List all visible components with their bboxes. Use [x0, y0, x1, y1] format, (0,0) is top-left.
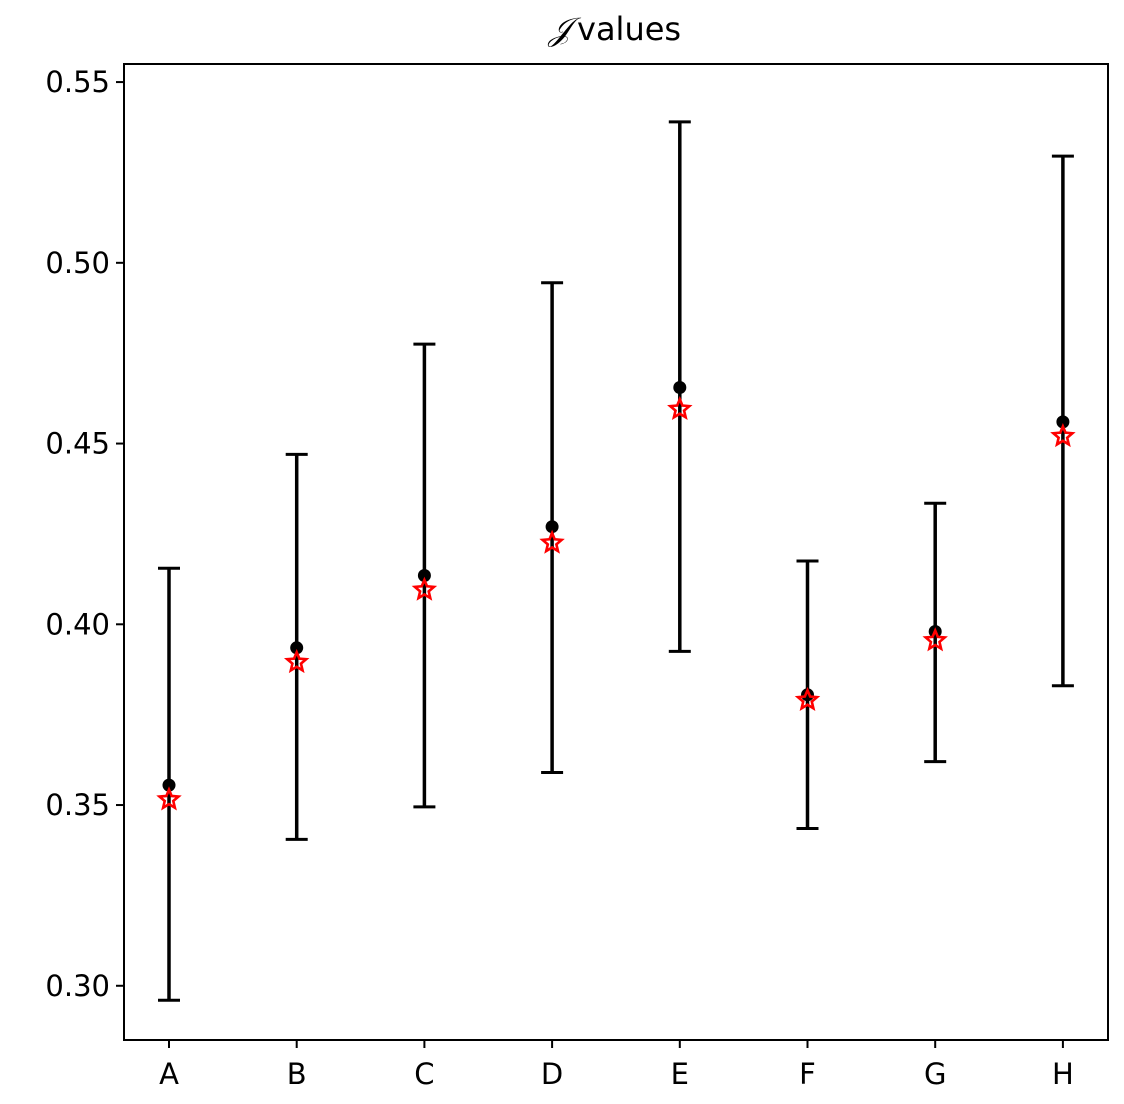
- x-tick-label: B: [287, 1057, 307, 1091]
- star-point: [283, 648, 310, 674]
- mean-point: [673, 381, 687, 395]
- y-tick-label: 0.45: [45, 427, 110, 461]
- y-tick-label: 0.35: [45, 788, 110, 822]
- plot-layer: 0.30 0.35 0.40 0.45 0.50 0.55 A B C D E F G H: [45, 65, 1076, 1091]
- mean-point: [801, 688, 814, 702]
- y-tick-label: 0.55: [45, 65, 110, 99]
- x-tick-label: C: [414, 1057, 434, 1091]
- title-text: values: [577, 10, 681, 48]
- y-tick-label: 0.50: [45, 246, 110, 280]
- star-point: [1050, 422, 1076, 448]
- mean-point: [417, 568, 431, 582]
- star-point: [539, 529, 565, 554]
- star-point: [667, 395, 693, 421]
- x-tick-label: E: [671, 1057, 689, 1091]
- x-tick-label: F: [799, 1057, 816, 1091]
- star-point: [411, 576, 438, 601]
- plot-frame: [123, 63, 1109, 1041]
- mean-point: [290, 641, 304, 655]
- mean-point: [1056, 415, 1070, 429]
- x-tick-label: A: [159, 1057, 179, 1091]
- x-tick-label: D: [541, 1057, 563, 1091]
- star-point: [156, 786, 182, 811]
- x-tick-label: G: [924, 1057, 946, 1091]
- star-point: [922, 627, 948, 652]
- star-point: [794, 686, 821, 712]
- y-tick-label: 0.40: [45, 607, 110, 641]
- mean-point: [545, 520, 559, 534]
- x-tick-label: H: [1052, 1057, 1074, 1091]
- y-tick-label: 0.30: [45, 969, 110, 1003]
- mean-point: [162, 778, 176, 792]
